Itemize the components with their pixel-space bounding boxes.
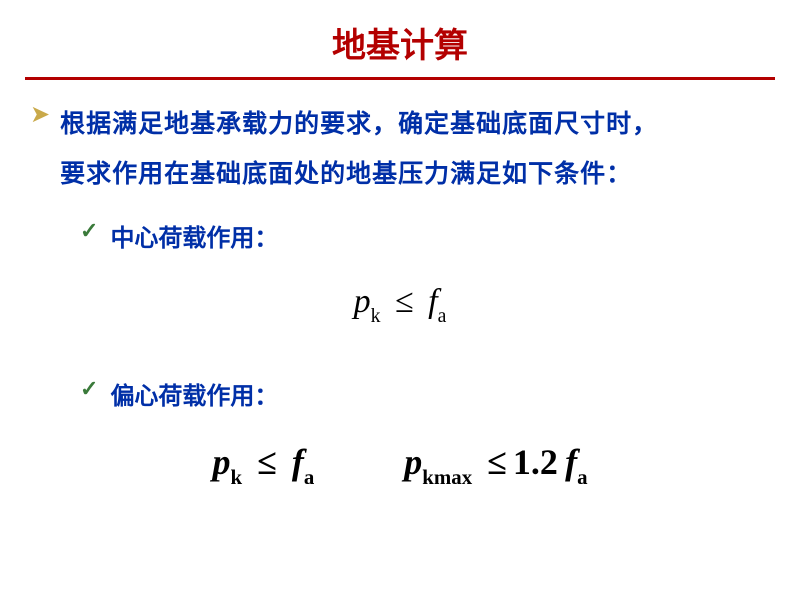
formula-row: pk ≤ fa pkmax ≤1.2 fa <box>30 441 770 488</box>
content-area: ➤ 根据满足地基承载力的要求，确定基础底面尺寸时， 要求作用在基础底面处的地基压… <box>0 80 800 488</box>
main-bullet: ➤ 根据满足地基承载力的要求，确定基础底面尺寸时， 要求作用在基础底面处的地基压… <box>30 100 770 200</box>
page-title: 地基计算 <box>0 0 800 77</box>
main-line-2: 要求作用在基础底面处的地基压力满足如下条件： <box>60 161 632 188</box>
sub-bullet-2: ✓ 偏心荷载作用： <box>80 376 770 411</box>
formula-2: pk ≤ fa <box>212 441 314 488</box>
arrow-icon: ➤ <box>30 100 50 129</box>
check-icon: ✓ <box>80 218 98 244</box>
main-line-1: 根据满足地基承载力的要求，确定基础底面尺寸时， <box>60 111 658 138</box>
main-text-block: 根据满足地基承载力的要求，确定基础底面尺寸时， 要求作用在基础底面处的地基压力满… <box>60 100 658 200</box>
title-text: 地基计算 <box>332 28 468 65</box>
check-icon: ✓ <box>80 376 98 402</box>
formula-3: pkmax ≤1.2 fa <box>404 441 587 488</box>
sub-text-1: 中心荷载作用： <box>110 218 278 253</box>
sub-bullet-1: ✓ 中心荷载作用： <box>80 218 770 253</box>
formula-1: pk ≤ fa <box>354 283 447 320</box>
formula-1-block: pk ≤ fa <box>30 283 770 326</box>
sub-text-2: 偏心荷载作用： <box>110 376 278 411</box>
